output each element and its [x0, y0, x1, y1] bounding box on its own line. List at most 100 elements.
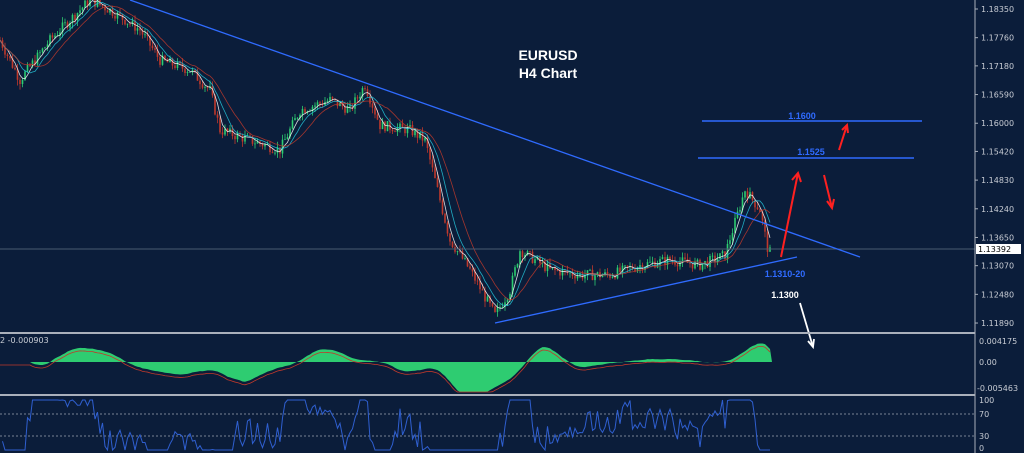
candle-body: [254, 143, 256, 145]
candle-body: [181, 63, 184, 69]
candle-body: [364, 88, 366, 90]
candle-body: [59, 32, 61, 36]
candle-body: [354, 97, 356, 109]
candle-body: [636, 267, 639, 272]
candle-body: [409, 125, 411, 127]
candle-body: [14, 67, 16, 70]
candle-body: [586, 270, 589, 276]
candle-body: [129, 23, 131, 25]
candle-body: [336, 99, 339, 107]
candle-body: [74, 14, 76, 21]
candle-body: [556, 269, 559, 271]
candle-body: [19, 79, 21, 85]
downtrend-line[interactable]: [129, 0, 861, 258]
candle-body: [291, 120, 294, 129]
candle-body: [139, 28, 141, 31]
candle-body: [689, 262, 691, 264]
candle-body: [461, 251, 464, 259]
candle-body: [81, 7, 84, 11]
candle-body: [294, 118, 296, 121]
candle-body: [316, 102, 319, 106]
candle-body: [594, 275, 596, 281]
candle-body: [331, 96, 334, 99]
candle-body: [456, 251, 459, 252]
candle-body: [406, 126, 409, 134]
candle-body: [176, 61, 179, 69]
candle-body: [126, 23, 129, 25]
candle-body: [156, 49, 159, 57]
candle-body: [521, 251, 524, 258]
candle-body: [654, 261, 656, 268]
candle-body: [704, 261, 706, 265]
candle-body: [624, 265, 626, 267]
candle-body: [509, 294, 511, 300]
candle-body: [26, 64, 29, 72]
candle-body: [29, 64, 31, 67]
candle-body: [511, 275, 514, 295]
candle-body: [651, 261, 654, 263]
candle-body: [169, 58, 171, 63]
candle-body: [39, 52, 41, 54]
candle-body: [479, 280, 481, 290]
candle-body: [231, 128, 234, 137]
candle-body: [11, 58, 14, 68]
candle-body: [739, 209, 741, 212]
candle-body: [86, 0, 89, 6]
candle-body: [581, 273, 584, 279]
macd-signal-line: [0, 346, 771, 393]
candle-body: [224, 128, 226, 135]
price-tick-label: 1.17760: [981, 34, 1014, 43]
candle-body: [314, 105, 316, 107]
candle-body: [764, 220, 766, 232]
price-tick-label: 1.16000: [981, 119, 1014, 128]
candle-body: [414, 130, 416, 136]
candle-body: [264, 144, 266, 147]
candle-body: [766, 231, 769, 252]
candle-body: [9, 56, 11, 59]
candle-body: [286, 137, 289, 140]
candle-body: [374, 107, 376, 115]
candle-body: [136, 28, 139, 31]
candle-body: [339, 102, 341, 107]
candle-body: [554, 267, 556, 270]
candle-body: [469, 266, 471, 269]
candle-body: [289, 128, 291, 138]
candle-body: [551, 267, 554, 269]
candle-body: [134, 20, 136, 31]
candle-body: [644, 266, 646, 270]
candle-body: [701, 264, 704, 270]
candle-body: [304, 108, 306, 113]
chart-title: EURUSD: [518, 47, 577, 63]
candle-body: [66, 22, 69, 28]
candle-body: [61, 22, 64, 33]
support-trend-line[interactable]: [494, 256, 798, 324]
candle-body: [204, 86, 206, 88]
arrow-up-small-icon: [838, 122, 849, 151]
level-label-1600: 1.1600: [788, 111, 816, 121]
candle-body: [54, 35, 56, 38]
candle-body: [64, 22, 66, 24]
candle-body: [206, 86, 209, 88]
candle-body: [419, 132, 421, 138]
candle-body: [184, 68, 186, 73]
candle-body: [616, 267, 619, 279]
candle-body: [404, 127, 406, 134]
candle-body: [559, 270, 561, 276]
candle-body: [189, 72, 191, 73]
candle-body: [494, 306, 496, 313]
candle-body: [379, 119, 381, 130]
candle-body: [109, 8, 111, 13]
candle-body: [319, 102, 321, 104]
candle-body: [439, 186, 441, 201]
candle-body: [529, 251, 531, 252]
candle-body: [159, 56, 161, 65]
price-tick-label: 1.12480: [981, 290, 1014, 299]
candle-body: [741, 197, 744, 210]
price-tick-label: 1.16590: [981, 91, 1014, 100]
candle-body: [746, 191, 749, 199]
candle-body: [376, 114, 379, 120]
price-tick-label: 1.18350: [981, 5, 1014, 14]
candle-body: [474, 271, 476, 281]
candle-body: [619, 267, 621, 272]
